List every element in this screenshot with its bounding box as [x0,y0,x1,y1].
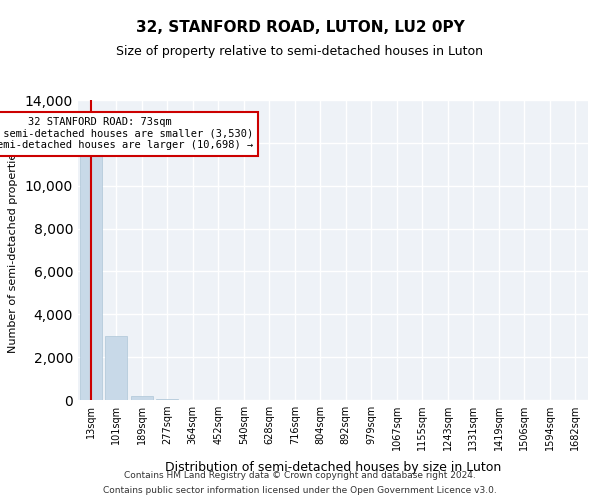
X-axis label: Distribution of semi-detached houses by size in Luton: Distribution of semi-detached houses by … [165,462,501,474]
Text: Size of property relative to semi-detached houses in Luton: Size of property relative to semi-detach… [116,45,484,58]
Bar [131,396,152,400]
Y-axis label: Number of semi-detached properties: Number of semi-detached properties [8,147,18,353]
Text: 32 STANFORD ROAD: 73sqm
← 25% of semi-detached houses are smaller (3,530)
74% of: 32 STANFORD ROAD: 73sqm ← 25% of semi-de… [0,117,253,150]
Text: Contains HM Land Registry data © Crown copyright and database right 2024.: Contains HM Land Registry data © Crown c… [124,471,476,480]
Bar [106,336,127,400]
Text: 32, STANFORD ROAD, LUTON, LU2 0PY: 32, STANFORD ROAD, LUTON, LU2 0PY [136,20,464,35]
Text: Contains public sector information licensed under the Open Government Licence v3: Contains public sector information licen… [103,486,497,495]
Bar [80,154,101,400]
